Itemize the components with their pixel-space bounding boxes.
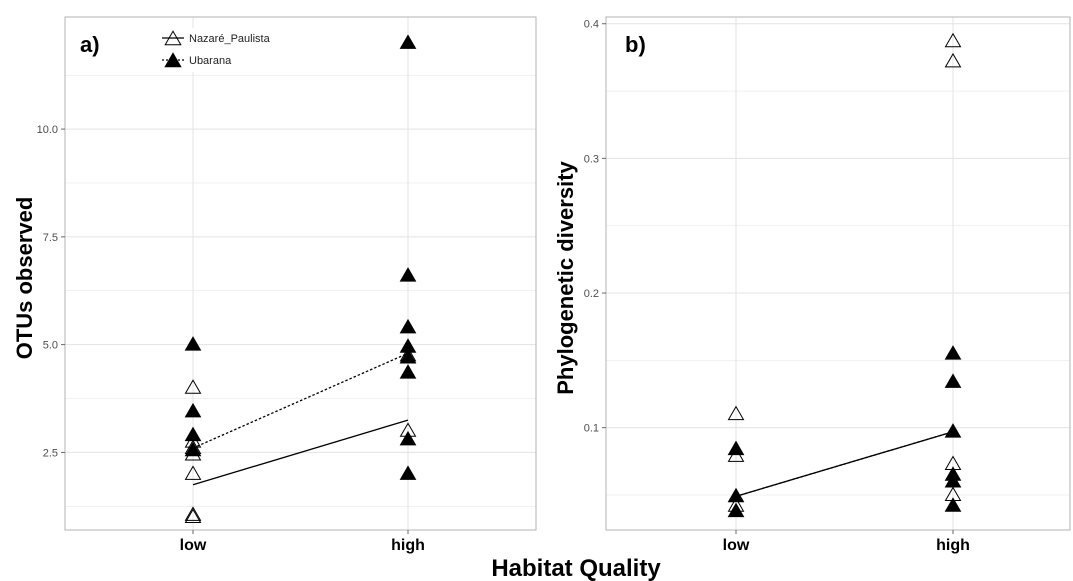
- open-triangle-point-nazare-paulista: [184, 508, 202, 524]
- panel-a-y-ticks: 2.5 5.0 7.5 10.0: [37, 124, 65, 459]
- y-tick-label: 10.0: [37, 124, 58, 136]
- legend-item-ubarana: Ubarana: [162, 52, 232, 68]
- panel-a-points: [184, 34, 417, 524]
- legend-open-triangle-icon: [164, 30, 182, 46]
- filled-triangle-point-ubarana: [399, 349, 417, 364]
- open-triangle-point-nazare-paulista: [944, 52, 962, 68]
- filled-triangle-point-ubarana: [399, 430, 417, 446]
- x-tick-label-high: high: [391, 537, 425, 554]
- open-triangle-point-nazare-paulista: [184, 465, 202, 480]
- y-tick-label: 2.5: [43, 447, 58, 459]
- panel-b-border: [605, 16, 1071, 531]
- filled-triangle-point-ubarana: [944, 472, 962, 488]
- open-triangle-point-nazare-paulista: [184, 379, 202, 394]
- y-tick-label: 0.4: [584, 19, 599, 31]
- filled-triangle-point-ubarana: [184, 402, 202, 418]
- filled-triangle-point-ubarana: [944, 373, 962, 388]
- legend-label-ubarana: Ubarana: [189, 55, 232, 67]
- filled-triangle-point-ubarana: [399, 34, 417, 49]
- panel-a-otus-observed: 2.5 5.0 7.5 10.0 low high a) OTUs observed N…: [12, 16, 537, 554]
- panel-a-x-ticks: low high: [180, 530, 425, 554]
- filled-triangle-point-ubarana: [184, 336, 202, 351]
- panel-b-x-ticks: low high: [723, 530, 970, 554]
- filled-triangle-point-ubarana: [184, 426, 202, 442]
- filled-triangle-point-ubarana: [944, 345, 962, 360]
- panel-b-y-axis-title: Phylogenetic diversity: [553, 160, 578, 394]
- filled-triangle-point-ubarana: [399, 465, 417, 480]
- open-triangle-point-nazare-paulista: [727, 405, 745, 421]
- y-tick-label: 5.0: [43, 340, 58, 352]
- x-axis-title: Habitat Quality: [491, 555, 661, 581]
- legend-filled-triangle-icon: [164, 52, 182, 68]
- legend-background: [157, 28, 297, 72]
- filled-triangle-point-ubarana: [944, 497, 962, 512]
- x-tick-label-low: low: [723, 537, 750, 554]
- y-tick-label: 0.3: [584, 153, 599, 165]
- trend-line-nazare-paulista: [192, 419, 409, 486]
- panel-b-label: b): [625, 32, 646, 57]
- filled-triangle-point-ubarana: [399, 267, 417, 282]
- legend-label-nazare-paulista: Nazaré_Paulista: [189, 33, 271, 45]
- panel-b-phylogenetic-diversity: 0.1 0.2 0.3 0.4 low high b) Phylogenetic div…: [553, 16, 1071, 554]
- panel-b-y-ticks: 0.1 0.2 0.3 0.4: [584, 19, 606, 435]
- y-tick-label: 7.5: [43, 232, 58, 244]
- trend-line-ubarana: [192, 352, 409, 449]
- x-tick-label-high: high: [936, 537, 970, 554]
- y-tick-label: 0.1: [584, 423, 599, 435]
- filled-triangle-point-ubarana: [399, 364, 417, 379]
- filled-triangle-point-ubarana: [727, 502, 745, 518]
- panel-b-points: [727, 32, 962, 518]
- filled-triangle-point-ubarana: [727, 487, 745, 503]
- panel-a-y-axis-title: OTUs observed: [12, 197, 37, 360]
- filled-triangle-point-ubarana: [399, 318, 417, 334]
- open-triangle-point-nazare-paulista: [944, 32, 962, 48]
- panel-a-label: a): [80, 32, 100, 57]
- panel-a-border: [64, 16, 537, 531]
- trend-line-ubarana: [735, 431, 954, 497]
- filled-triangle-point-ubarana: [184, 441, 202, 457]
- filled-triangle-point-ubarana: [727, 440, 745, 456]
- x-tick-label-low: low: [180, 537, 207, 554]
- legend: Nazaré_Paulista Ubarana: [157, 28, 297, 72]
- panel-a-trend-lines: [192, 352, 409, 486]
- y-tick-label: 0.2: [584, 288, 599, 300]
- open-triangle-point-nazare-paulista: [184, 506, 202, 521]
- panel-b-trend-lines: [735, 431, 954, 497]
- legend-item-nazare-paulista: Nazaré_Paulista: [162, 30, 271, 46]
- filled-triangle-point-ubarana: [944, 423, 962, 438]
